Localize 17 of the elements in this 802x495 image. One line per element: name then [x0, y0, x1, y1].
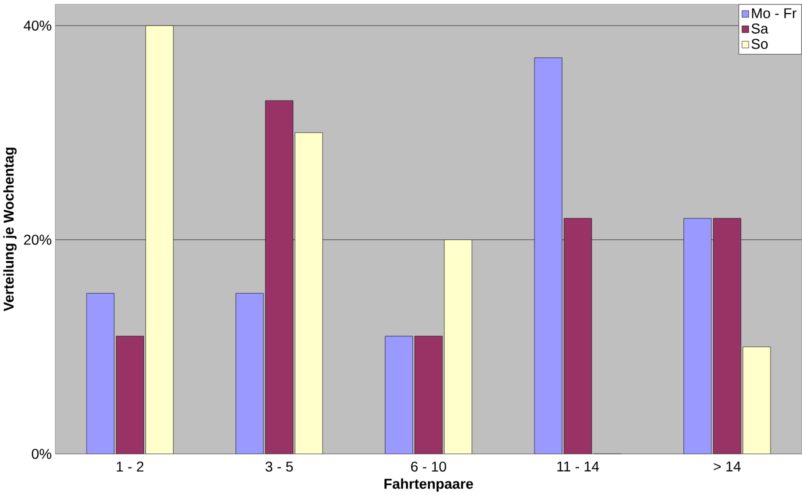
x-tick-label: 6 - 10 [411, 462, 446, 472]
y-tick-label: 40% [24, 20, 52, 31]
y-tick-label: 0% [32, 448, 52, 459]
bar [742, 346, 771, 454]
bar [146, 25, 174, 454]
bar [294, 132, 323, 454]
x-tick-label: 1 - 2 [116, 462, 144, 472]
y-axis-title: Verteilung je Wochentag [3, 148, 17, 312]
x-tick-label: 11 - 14 [557, 462, 599, 472]
legend-label: Sa [752, 24, 768, 34]
legend-label: So [752, 38, 768, 49]
x-axis-title: Fahrtenpaare [384, 478, 474, 492]
x-tick-label: > 14 [714, 462, 741, 472]
bar [444, 240, 472, 454]
x-tick-label: 3 - 5 [266, 462, 293, 472]
legend-label: Mo - Fr [752, 8, 796, 18]
y-tick-label: 20% [24, 234, 52, 245]
